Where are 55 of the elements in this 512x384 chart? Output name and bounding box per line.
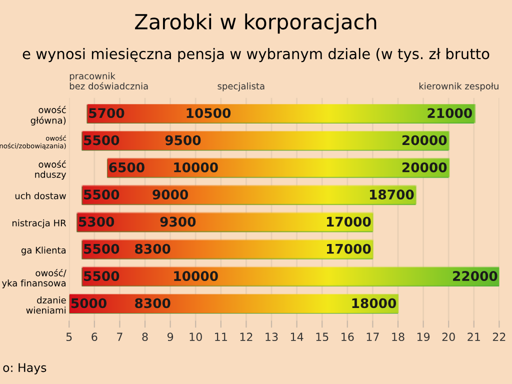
x-tick-label: 16 [342,332,354,342]
x-tick-label: 6 [92,332,98,342]
annotation: 5500 [84,190,120,200]
y-tick-label: owość/ yka finansowa [2,269,66,288]
x-tick-label: 11 [215,332,227,341]
y-tick-label: ga Klienta [21,246,66,256]
y-tick-label: uch dostaw [15,192,66,200]
x-tick-label: 15 [316,332,328,342]
x-tick-label: 8 [142,332,148,342]
annotation: 5700 [89,108,124,118]
x-tick-label: 18 [392,332,404,342]
annotation: 9300 [160,216,196,227]
annotation: 5000 [71,298,106,308]
text: kierownik zespołu [419,82,498,92]
annotation: 22000 [453,271,498,282]
annotation: 5500 [84,244,120,254]
y-tick-label: owość główna) [30,106,66,126]
annotation: 20000 [402,162,447,172]
x-tick-label: 14 [290,332,304,341]
text: o: Hays [3,363,46,374]
annotation: 6500 [109,162,144,172]
chart-title: Zarobki w korporacjach [135,13,376,34]
x-tick-label: 12 [240,332,252,341]
annotation: 10500 [186,108,231,118]
x-tick-label: 21 [468,332,480,341]
annotation: 17000 [327,244,371,254]
x-tick-label: 7 [117,332,122,341]
x-tick-label: 5 [66,332,72,342]
chart-subtitle: e wynosi miesięczna pensja w wybranym dziale (w tys. zł brutto [22,48,490,62]
x-tick-label: 20 [442,332,455,342]
x-tick-label: 19 [417,332,430,342]
annotation: 18700 [370,190,414,200]
annotation: 5500 [84,135,120,146]
annotation: 5300 [79,216,114,227]
annotation: 8300 [135,244,170,254]
annotation: 20000 [402,135,447,146]
y-tick-label: owość nduszy [35,160,66,180]
annotation: 21000 [428,108,472,118]
x-tick-label: 22 [492,332,506,341]
text: specjalista [218,82,264,92]
y-tick-label: nistracja HR [12,219,66,228]
annotation: 5500 [84,271,120,282]
annotation: 9500 [165,135,201,146]
annotation: 9000 [152,190,188,200]
annotation: 18000 [352,298,396,308]
annotation: 8300 [135,298,170,308]
x-tick-label: 17 [366,332,379,341]
x-tick-label: 9 [167,332,174,342]
y-tick-label: dzanie wieniami [26,296,66,314]
annotation: 10000 [174,162,218,172]
annotation: 17000 [327,216,371,227]
annotation: 10000 [174,271,218,282]
x-tick-label: 13 [266,332,278,342]
x-tick-label: 10 [190,332,202,342]
text: pracownik bez doświadcznia [70,72,148,90]
